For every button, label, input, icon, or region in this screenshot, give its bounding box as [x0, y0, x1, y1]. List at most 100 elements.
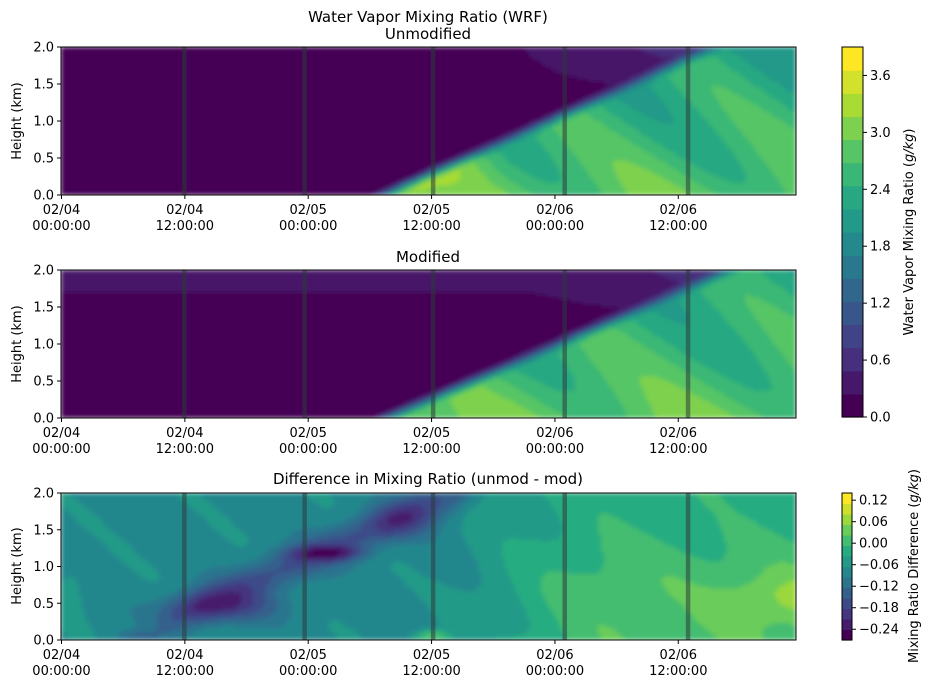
y-tick-label: 0.5: [33, 375, 54, 390]
x-tick-label: 02/06 00:00:00: [526, 203, 584, 234]
colorbar-band: [842, 598, 852, 610]
colorbar-band: [842, 185, 863, 210]
x-tick-label: 02/06 12:00:00: [649, 203, 707, 234]
colorbar-band: [842, 556, 852, 568]
vertical-markers-modified: [182, 270, 691, 418]
x-tick-label: 02/06 00:00:00: [526, 426, 584, 457]
colorbar-tick-label: 0.06: [859, 515, 888, 530]
y-tick-label: 1.5: [33, 301, 54, 316]
y-axis-label-difference: Height (km): [10, 527, 25, 604]
colorbar-band: [842, 393, 863, 418]
x-ticks-modified: 02/04 00:00:00 02/04 12:00:00 02/05 00:00:00 0…: [32, 418, 707, 457]
x-tick-label: 02/04 12:00:00: [156, 203, 214, 234]
y-ticks-modified: 0.0 0.5 1.0 1.5 2.0: [33, 264, 61, 427]
colorbar-band: [842, 545, 852, 557]
colorbar-band: [842, 524, 852, 536]
colorbar-band: [842, 577, 852, 589]
colorbar-difference: −0.24 −0.18 −0.12 −0.06 0.00 0.06 0.12 Mixing …: [841, 469, 922, 663]
colorbar-band: [842, 514, 852, 526]
y-tick-label: 1.5: [33, 78, 54, 93]
colorbar-band: [842, 629, 852, 641]
colorbar-band: [842, 47, 863, 71]
x-ticks-unmodified: 02/04 00:00:00 02/04 12:00:00 02/05 00:00:00 0…: [32, 195, 707, 234]
colorbar-tick-label: 2.4: [870, 183, 891, 198]
y-tick-label: 2.0: [33, 264, 54, 279]
colorbar-band: [842, 255, 863, 279]
y-tick-label: 2.0: [33, 487, 54, 502]
colorbar-band: [842, 608, 852, 620]
x-tick-label: 02/05 12:00:00: [402, 426, 460, 457]
x-tick-label: 02/05 00:00:00: [279, 648, 337, 679]
colorbar-tick-label: −0.24: [859, 623, 899, 638]
x-tick-label: 02/06 12:00:00: [649, 648, 707, 679]
colorbar-band: [842, 278, 863, 302]
y-tick-label: 0.0: [33, 189, 54, 204]
x-tick-label: 02/05 00:00:00: [279, 426, 337, 457]
y-tick-label: 0.0: [33, 412, 54, 427]
x-tick-label: 02/04 00:00:00: [32, 203, 90, 234]
y-ticks-unmodified: 0.0 0.5 1.0 1.5 2.0: [33, 41, 61, 204]
colorbar-tick-label: 1.2: [870, 297, 891, 312]
colorbar-band: [842, 370, 863, 395]
colorbar-band: [842, 116, 863, 141]
colorbar-band: [842, 493, 852, 505]
figure-title: Water Vapor Mixing Ratio (WRF): [308, 8, 548, 26]
heatmap-modified: [61, 270, 796, 418]
heatmap-difference: [61, 493, 796, 640]
colorbar-band: [842, 587, 852, 599]
colorbar-ticks-mixing-ratio: 0.0 0.6 1.2 1.8 2.4 3.0 3.6: [863, 69, 891, 426]
x-tick-label: 02/05 00:00:00: [279, 203, 337, 234]
panel-modified: Modified 0.00.51.01.52.0 02/04 00:00:0002…: [10, 248, 797, 457]
x-tick-label: 02/06 12:00:00: [649, 426, 707, 457]
colorbar-band: [842, 162, 863, 187]
x-tick-label: 02/04 00:00:00: [32, 648, 90, 679]
colorbar-band: [842, 503, 852, 515]
y-tick-label: 2.0: [33, 41, 54, 56]
vertical-markers-difference: [182, 493, 691, 640]
y-axis-label-unmodified: Height (km): [10, 82, 25, 159]
x-tick-label: 02/05 12:00:00: [402, 648, 460, 679]
colorbar-tick-label: 0.6: [870, 354, 891, 369]
colorbar-tick-label: 1.8: [870, 240, 891, 255]
y-tick-label: 1.0: [33, 115, 54, 130]
colorbar-tick-label: −0.18: [859, 601, 899, 616]
colorbar-band: [842, 566, 852, 578]
x-tick-label: 02/04 12:00:00: [156, 648, 214, 679]
y-tick-label: 1.5: [33, 523, 54, 538]
x-tick-label: 02/06 00:00:00: [526, 648, 584, 679]
y-tick-label: 1.0: [33, 560, 54, 575]
colorbar-tick-label: 0.12: [859, 494, 888, 509]
panel-title-difference: Difference in Mixing Ratio (unmod - mod): [273, 470, 583, 488]
colorbar-band: [842, 347, 863, 372]
heatmap-unmodified: [61, 47, 796, 195]
panel-unmodified: Unmodified 0.0 0.5 1.0 1.5 2.0 02/04 00:00:00…: [10, 25, 797, 234]
vertical-markers-unmodified: [182, 47, 691, 195]
colorbar-band: [842, 232, 863, 256]
colorbar-band: [842, 70, 863, 94]
colorbar-band: [842, 139, 863, 164]
x-tick-label: 02/04 12:00:00: [156, 426, 214, 457]
colorbar-tick-label: 3.0: [870, 126, 891, 141]
colorbar-band: [842, 535, 852, 547]
colorbar-tick-label: 3.6: [870, 69, 891, 84]
colorbar-band: [842, 301, 863, 326]
y-tick-label: 0.0: [33, 634, 54, 649]
colorbar-label-mixing-ratio: Water Vapor Mixing Ratio (g/kg): [902, 129, 917, 336]
colorbar-tick-label: 0.00: [859, 537, 888, 552]
colorbar-label-difference: Mixing Ratio Difference (g/kg): [907, 469, 922, 663]
x-tick-label: 02/05 12:00:00: [402, 203, 460, 234]
y-tick-label: 1.0: [33, 338, 54, 353]
panel-difference: Difference in Mixing Ratio (unmod - mod)…: [10, 470, 797, 679]
y-axis-label-modified: Height (km): [10, 305, 25, 382]
colorbar-ticks-difference: −0.24 −0.18 −0.12 −0.06 0.00 0.06 0.12: [852, 494, 899, 638]
colorbar-band: [842, 619, 852, 631]
colorbar-band: [842, 93, 863, 117]
colorbar-band: [842, 208, 863, 233]
y-ticks-difference: 0.0 0.5 1.0 1.5 2.0: [33, 487, 61, 649]
panel-title-unmodified: Unmodified: [385, 25, 471, 43]
colorbar-mixing-ratio: 0.0 0.6 1.2 1.8 2.4 3.0 3.6 Water Vapor Mixing…: [841, 46, 917, 426]
colorbar-tick-label: −0.12: [859, 580, 899, 595]
colorbar-tick-label: 0.0: [870, 411, 891, 426]
panel-title-modified: Modified: [396, 248, 460, 266]
